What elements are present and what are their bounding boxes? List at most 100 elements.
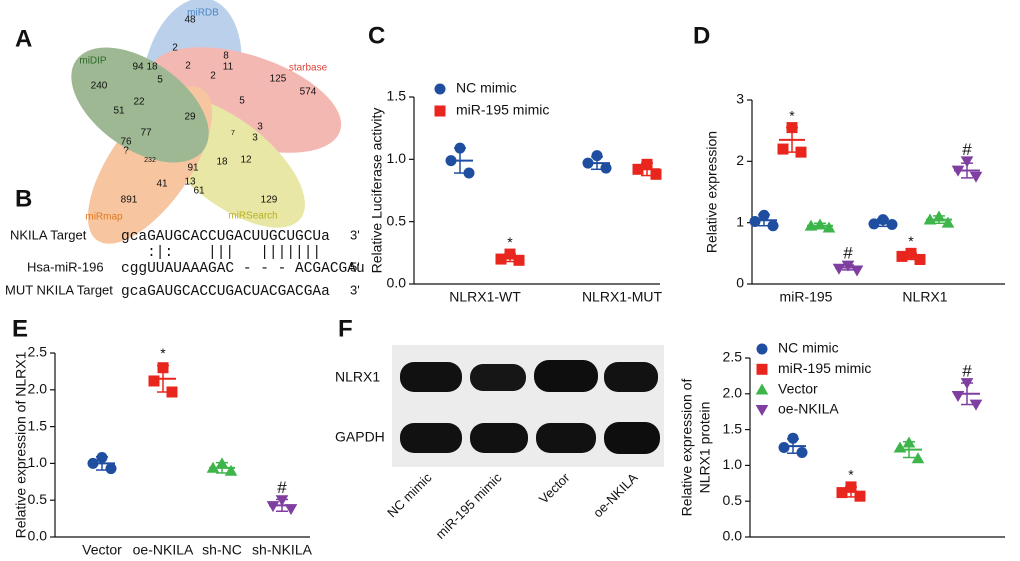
data-point bbox=[854, 490, 866, 502]
data-point bbox=[778, 442, 790, 453]
x-tick-label: NLRX1-MUT bbox=[582, 289, 663, 305]
blot-lane-label: Vector bbox=[536, 469, 573, 506]
y-tick-label: 2.0 bbox=[723, 385, 743, 401]
blot-lane-label: oe-NKILA bbox=[590, 470, 641, 521]
band bbox=[400, 423, 462, 453]
legend-label: Vector bbox=[778, 380, 818, 396]
y-tick-label: 0 bbox=[736, 275, 744, 291]
legend-marker bbox=[755, 404, 769, 416]
panel-label: E bbox=[12, 315, 28, 342]
band bbox=[604, 422, 660, 454]
significance-mark: * bbox=[160, 345, 166, 361]
blot-row-label: GAPDH bbox=[335, 429, 385, 445]
data-point bbox=[886, 219, 898, 231]
y-tick-label: 2.5 bbox=[723, 349, 743, 365]
venn-set-label: miRmap bbox=[85, 212, 123, 223]
y-tick-label: 1.0 bbox=[723, 456, 743, 472]
significance-mark: # bbox=[843, 243, 853, 262]
legend-label: NC mimic bbox=[456, 80, 517, 96]
x-tick-label: sh-NC bbox=[202, 542, 242, 558]
band bbox=[536, 423, 596, 453]
data-point bbox=[796, 447, 808, 459]
venn-count: 7 bbox=[231, 130, 235, 137]
venn-count: 13 bbox=[184, 177, 196, 188]
y-tick-label: 1.5 bbox=[723, 420, 743, 436]
y-tick-label: 1.0 bbox=[28, 454, 48, 470]
venn-count: ? bbox=[123, 146, 129, 157]
data-point bbox=[969, 399, 983, 411]
venn-count: 3 bbox=[252, 133, 258, 144]
data-point bbox=[463, 167, 475, 179]
data-point bbox=[749, 215, 761, 227]
x-tick-label: NLRX1-WT bbox=[449, 289, 521, 305]
legend-label: miR-195 mimic bbox=[456, 102, 549, 118]
venn-count: 91 bbox=[187, 163, 199, 174]
x-tick-label: sh-NKILA bbox=[252, 542, 313, 558]
data-point bbox=[911, 452, 925, 464]
venn-count: 2 bbox=[172, 43, 178, 54]
sequence: gcaGAUGCACCUGACUACGACGAa bbox=[121, 284, 330, 300]
venn-count: 18 bbox=[146, 62, 158, 73]
data-point bbox=[148, 375, 160, 387]
legend-label: miR-195 mimic bbox=[778, 360, 871, 376]
significance-mark: * bbox=[507, 234, 513, 250]
data-point bbox=[650, 168, 662, 180]
y-axis-label: Relative Luciferase activity bbox=[369, 108, 385, 274]
y-tick-label: 2 bbox=[736, 152, 744, 168]
sequence-end: 3' bbox=[350, 282, 360, 297]
band bbox=[400, 362, 462, 392]
row-label: MUT NKILA Target bbox=[5, 282, 113, 297]
venn-count: 61 bbox=[193, 186, 205, 197]
data-point bbox=[767, 220, 779, 232]
venn-count: 891 bbox=[121, 195, 138, 206]
venn-count: 76 bbox=[120, 137, 132, 148]
band bbox=[470, 364, 526, 391]
y-tick-label: 3 bbox=[736, 91, 744, 107]
significance-mark: * bbox=[789, 107, 795, 123]
legend-marker bbox=[755, 383, 769, 395]
venn-count: 5 bbox=[157, 75, 163, 86]
panel-label: B bbox=[15, 185, 32, 212]
x-tick-label: oe-NKILA bbox=[133, 542, 194, 558]
legend-label: NC mimic bbox=[778, 340, 839, 356]
x-tick-label: miR-195 bbox=[780, 289, 833, 305]
venn-count: 11 bbox=[223, 62, 234, 73]
y-tick-label: 1.5 bbox=[28, 417, 48, 433]
x-tick-label: NLRX1 bbox=[902, 289, 947, 305]
y-tick-label: 0.0 bbox=[723, 528, 743, 544]
significance-mark: * bbox=[908, 233, 914, 249]
y-tick-label: 1.0 bbox=[387, 150, 407, 166]
venn-count: 232 bbox=[144, 157, 156, 164]
band bbox=[604, 362, 658, 392]
venn-count: 18 bbox=[216, 157, 228, 168]
legend-marker bbox=[756, 363, 768, 375]
legend-marker bbox=[434, 105, 446, 117]
data-point bbox=[284, 504, 298, 516]
blot-lane-label: miR-195 mimic bbox=[433, 470, 505, 542]
data-point bbox=[969, 171, 983, 183]
y-axis-label: Relative expression of bbox=[679, 379, 695, 517]
data-point bbox=[868, 218, 880, 230]
data-point bbox=[777, 143, 789, 155]
x-tick-label: Vector bbox=[82, 542, 122, 558]
data-point bbox=[600, 162, 612, 174]
venn-set-label: miRDB bbox=[187, 8, 219, 19]
significance-mark: # bbox=[277, 478, 287, 497]
venn-count: 41 bbox=[156, 179, 168, 190]
venn-count: 2 bbox=[185, 61, 191, 72]
significance-mark: # bbox=[962, 140, 972, 159]
venn-set-label: starbase bbox=[289, 63, 328, 74]
data-point bbox=[960, 156, 974, 168]
venn-count: 574 bbox=[300, 87, 317, 98]
venn-count: 125 bbox=[270, 74, 287, 85]
venn-count: 22 bbox=[133, 97, 145, 108]
venn-count: 12 bbox=[240, 155, 252, 166]
band bbox=[534, 360, 598, 392]
blot-row-label: NLRX1 bbox=[335, 369, 380, 385]
data-point bbox=[941, 216, 955, 228]
venn-set-label: miRSearch bbox=[228, 211, 277, 222]
sequence-end: 3' bbox=[350, 227, 360, 242]
venn-set-label: miDIP bbox=[79, 56, 107, 67]
row-label: NKILA Target bbox=[10, 227, 87, 242]
